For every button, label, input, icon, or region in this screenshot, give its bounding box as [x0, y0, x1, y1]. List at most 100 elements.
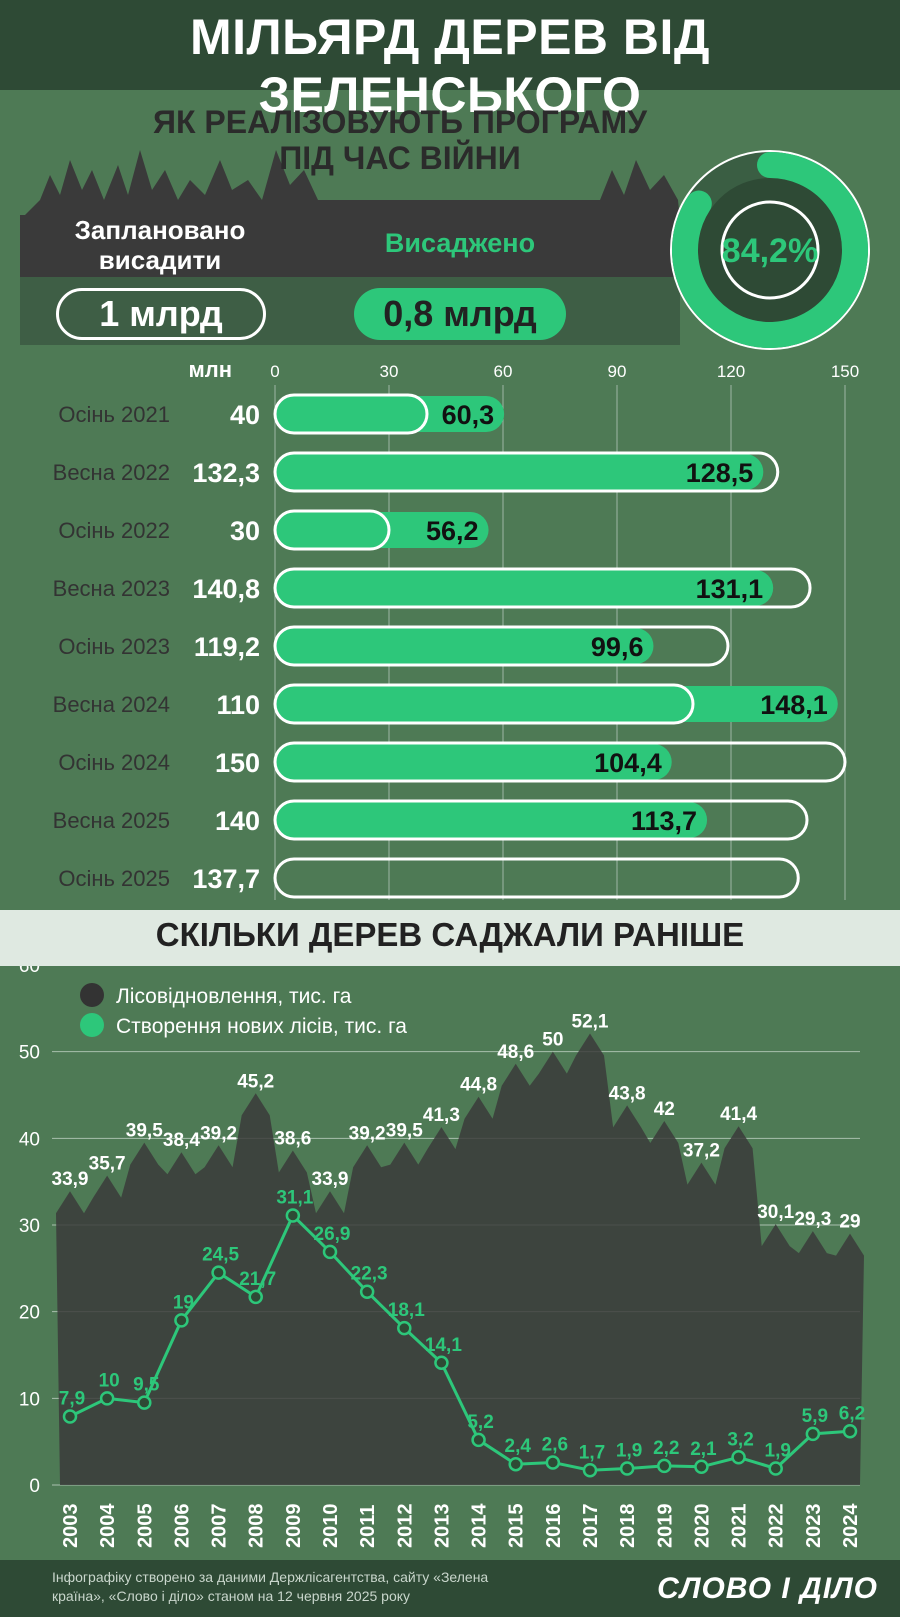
- new-forests-value-label: 2,4: [505, 1436, 532, 1457]
- planted-value-pill: 0,8 млрд: [354, 288, 566, 340]
- reforestation-value-label: 41,3: [423, 1105, 460, 1126]
- bar-category-label: Весна 2024: [53, 692, 170, 717]
- forest-silhouette-top: [20, 150, 680, 220]
- bar-planted-value-label: 99,6: [591, 632, 644, 662]
- bar-planned-outline: [273, 509, 391, 551]
- bar-overlap-fill: [277, 629, 652, 663]
- new-forests-value-label: 2,1: [690, 1439, 717, 1460]
- new-forests-point: [248, 1289, 263, 1305]
- line-y-tick-label: 30: [19, 1216, 40, 1237]
- line-x-tick-label: 2023: [803, 1504, 825, 1549]
- line-x-tick-label: 2012: [394, 1504, 416, 1549]
- new-forests-point: [285, 1208, 301, 1223]
- bar-planted-value-label: 60,3: [442, 400, 495, 430]
- new-forests-value-label: 10: [99, 1370, 120, 1391]
- new-forests-point: [322, 1244, 338, 1260]
- new-forests-point: [434, 1355, 449, 1371]
- planned-label-line1: Заплановано: [74, 215, 246, 245]
- bar-planted-value-label: 104,4: [594, 748, 662, 778]
- bar-planned-outline: [273, 683, 695, 725]
- bar-planned-outline: [273, 451, 780, 493]
- line-x-tick-label: 2010: [320, 1504, 342, 1549]
- reforestation-value-label: 39,2: [200, 1123, 237, 1144]
- new-forests-value-label: 2,6: [542, 1434, 568, 1455]
- reforestation-value-label: 29: [839, 1212, 860, 1233]
- new-forests-point: [397, 1320, 412, 1336]
- bar-planned-outline: [273, 393, 429, 435]
- new-forests-point: [619, 1461, 635, 1476]
- legend-new-forests-label: Створення нових лісів, тис. га: [116, 1015, 407, 1038]
- new-forests-point: [62, 1409, 78, 1424]
- reforestation-value-label: 35,7: [89, 1154, 126, 1175]
- page-title: МІЛЬЯРД ДЕРЕВ ВІД ЗЕЛЕНСЬКОГО: [189, 9, 711, 123]
- new-forests-value-label: 2,2: [653, 1438, 679, 1459]
- bar-planned-value-label: 137,7: [192, 864, 260, 894]
- new-forests-point: [768, 1461, 783, 1476]
- bar-planned-value-label: 110: [216, 690, 260, 720]
- new-forests-point: [359, 1284, 375, 1299]
- new-forests-value-label: 3,2: [727, 1429, 753, 1450]
- new-forests-value-label: 14,1: [425, 1335, 462, 1356]
- line-x-tick-label: 2013: [431, 1504, 453, 1549]
- footer-source-text: Інфографіку створено за даними Держлісаг…: [52, 1569, 489, 1604]
- bar-overlap-fill: [277, 513, 387, 547]
- line-x-tick-label: 2016: [543, 1504, 565, 1549]
- new-forests-value-label: 9,5: [133, 1375, 160, 1396]
- reforestation-value-label: 50: [542, 1030, 563, 1051]
- reforestation-value-label: 48,6: [497, 1042, 534, 1063]
- line-x-tick-label: 2004: [97, 1503, 119, 1548]
- line-y-tick-label: 50: [19, 1043, 40, 1064]
- new-forests-value-label: 5,2: [467, 1412, 493, 1433]
- bar-category-label: Весна 2022: [53, 460, 170, 485]
- reforestation-value-label: 38,4: [163, 1130, 200, 1151]
- line-x-tick-label: 2014: [469, 1503, 491, 1548]
- bar-planned-outline: [273, 625, 730, 667]
- line-y-tick-label: 20: [19, 1303, 40, 1324]
- reforestation-area: [56, 1033, 864, 1485]
- bar-planted-value-label: 56,2: [426, 516, 479, 546]
- bar-planned-outline: [273, 741, 847, 783]
- reforestation-value-label: 37,2: [683, 1141, 720, 1162]
- reforestation-value-label: 39,5: [126, 1121, 163, 1142]
- new-forests-point: [805, 1426, 821, 1442]
- planned-label-line2: висадити: [98, 245, 222, 275]
- bar-planned-value-label: 119,2: [194, 632, 260, 662]
- legend-new-forests-marker: [80, 1013, 104, 1037]
- bar-x-tick-label: 150: [831, 362, 859, 381]
- new-forests-point: [582, 1463, 598, 1478]
- bar-planted-value-label: 131,1: [696, 574, 764, 604]
- new-forests-value-label: 26,9: [314, 1224, 351, 1245]
- new-forests-point: [657, 1458, 672, 1474]
- bar-planted-value-label: 148,1: [760, 690, 828, 720]
- legend-reforestation-label: Лісовідновлення, тис. га: [116, 985, 352, 1008]
- new-forests-value-label: 5,9: [802, 1406, 828, 1427]
- reforestation-value-label: 43,8: [609, 1083, 646, 1104]
- bar-x-tick-label: 30: [380, 362, 399, 381]
- bar-planted-value-label: 113,7: [631, 806, 697, 836]
- bar-planned-outline: [273, 567, 812, 609]
- donut-percent-label: 84,2%: [722, 232, 818, 270]
- line-y-tick-label: 10: [19, 1389, 40, 1410]
- bar-overlap-fill: [277, 455, 762, 489]
- line-x-tick-label: 2020: [691, 1504, 713, 1549]
- new-forests-point: [471, 1432, 486, 1448]
- reforestation-value-label: 44,8: [460, 1075, 497, 1096]
- new-forests-point: [731, 1450, 746, 1465]
- reforestation-value-label: 29,3: [794, 1209, 831, 1230]
- new-forests-point: [211, 1265, 226, 1280]
- line-x-tick-label: 2005: [134, 1504, 156, 1549]
- new-forests-value-label: 18,1: [388, 1300, 425, 1321]
- section2-band: [0, 910, 900, 966]
- bar-overlap-fill: [277, 803, 706, 837]
- legend-reforestation-marker: [80, 983, 104, 1007]
- line-x-tick-label: 2008: [246, 1504, 268, 1549]
- bar-category-label: Осінь 2023: [58, 634, 170, 659]
- bar-overlap-fill: [277, 687, 691, 721]
- new-forests-point: [174, 1313, 189, 1328]
- reforestation-value-label: 42: [654, 1099, 675, 1120]
- line-x-tick-label: 2007: [209, 1504, 231, 1549]
- new-forests-point: [508, 1456, 523, 1472]
- new-forests-value-label: 1,9: [616, 1441, 642, 1462]
- new-forests-value-label: 21,7: [239, 1269, 276, 1290]
- reforestation-value-label: 52,1: [572, 1011, 609, 1032]
